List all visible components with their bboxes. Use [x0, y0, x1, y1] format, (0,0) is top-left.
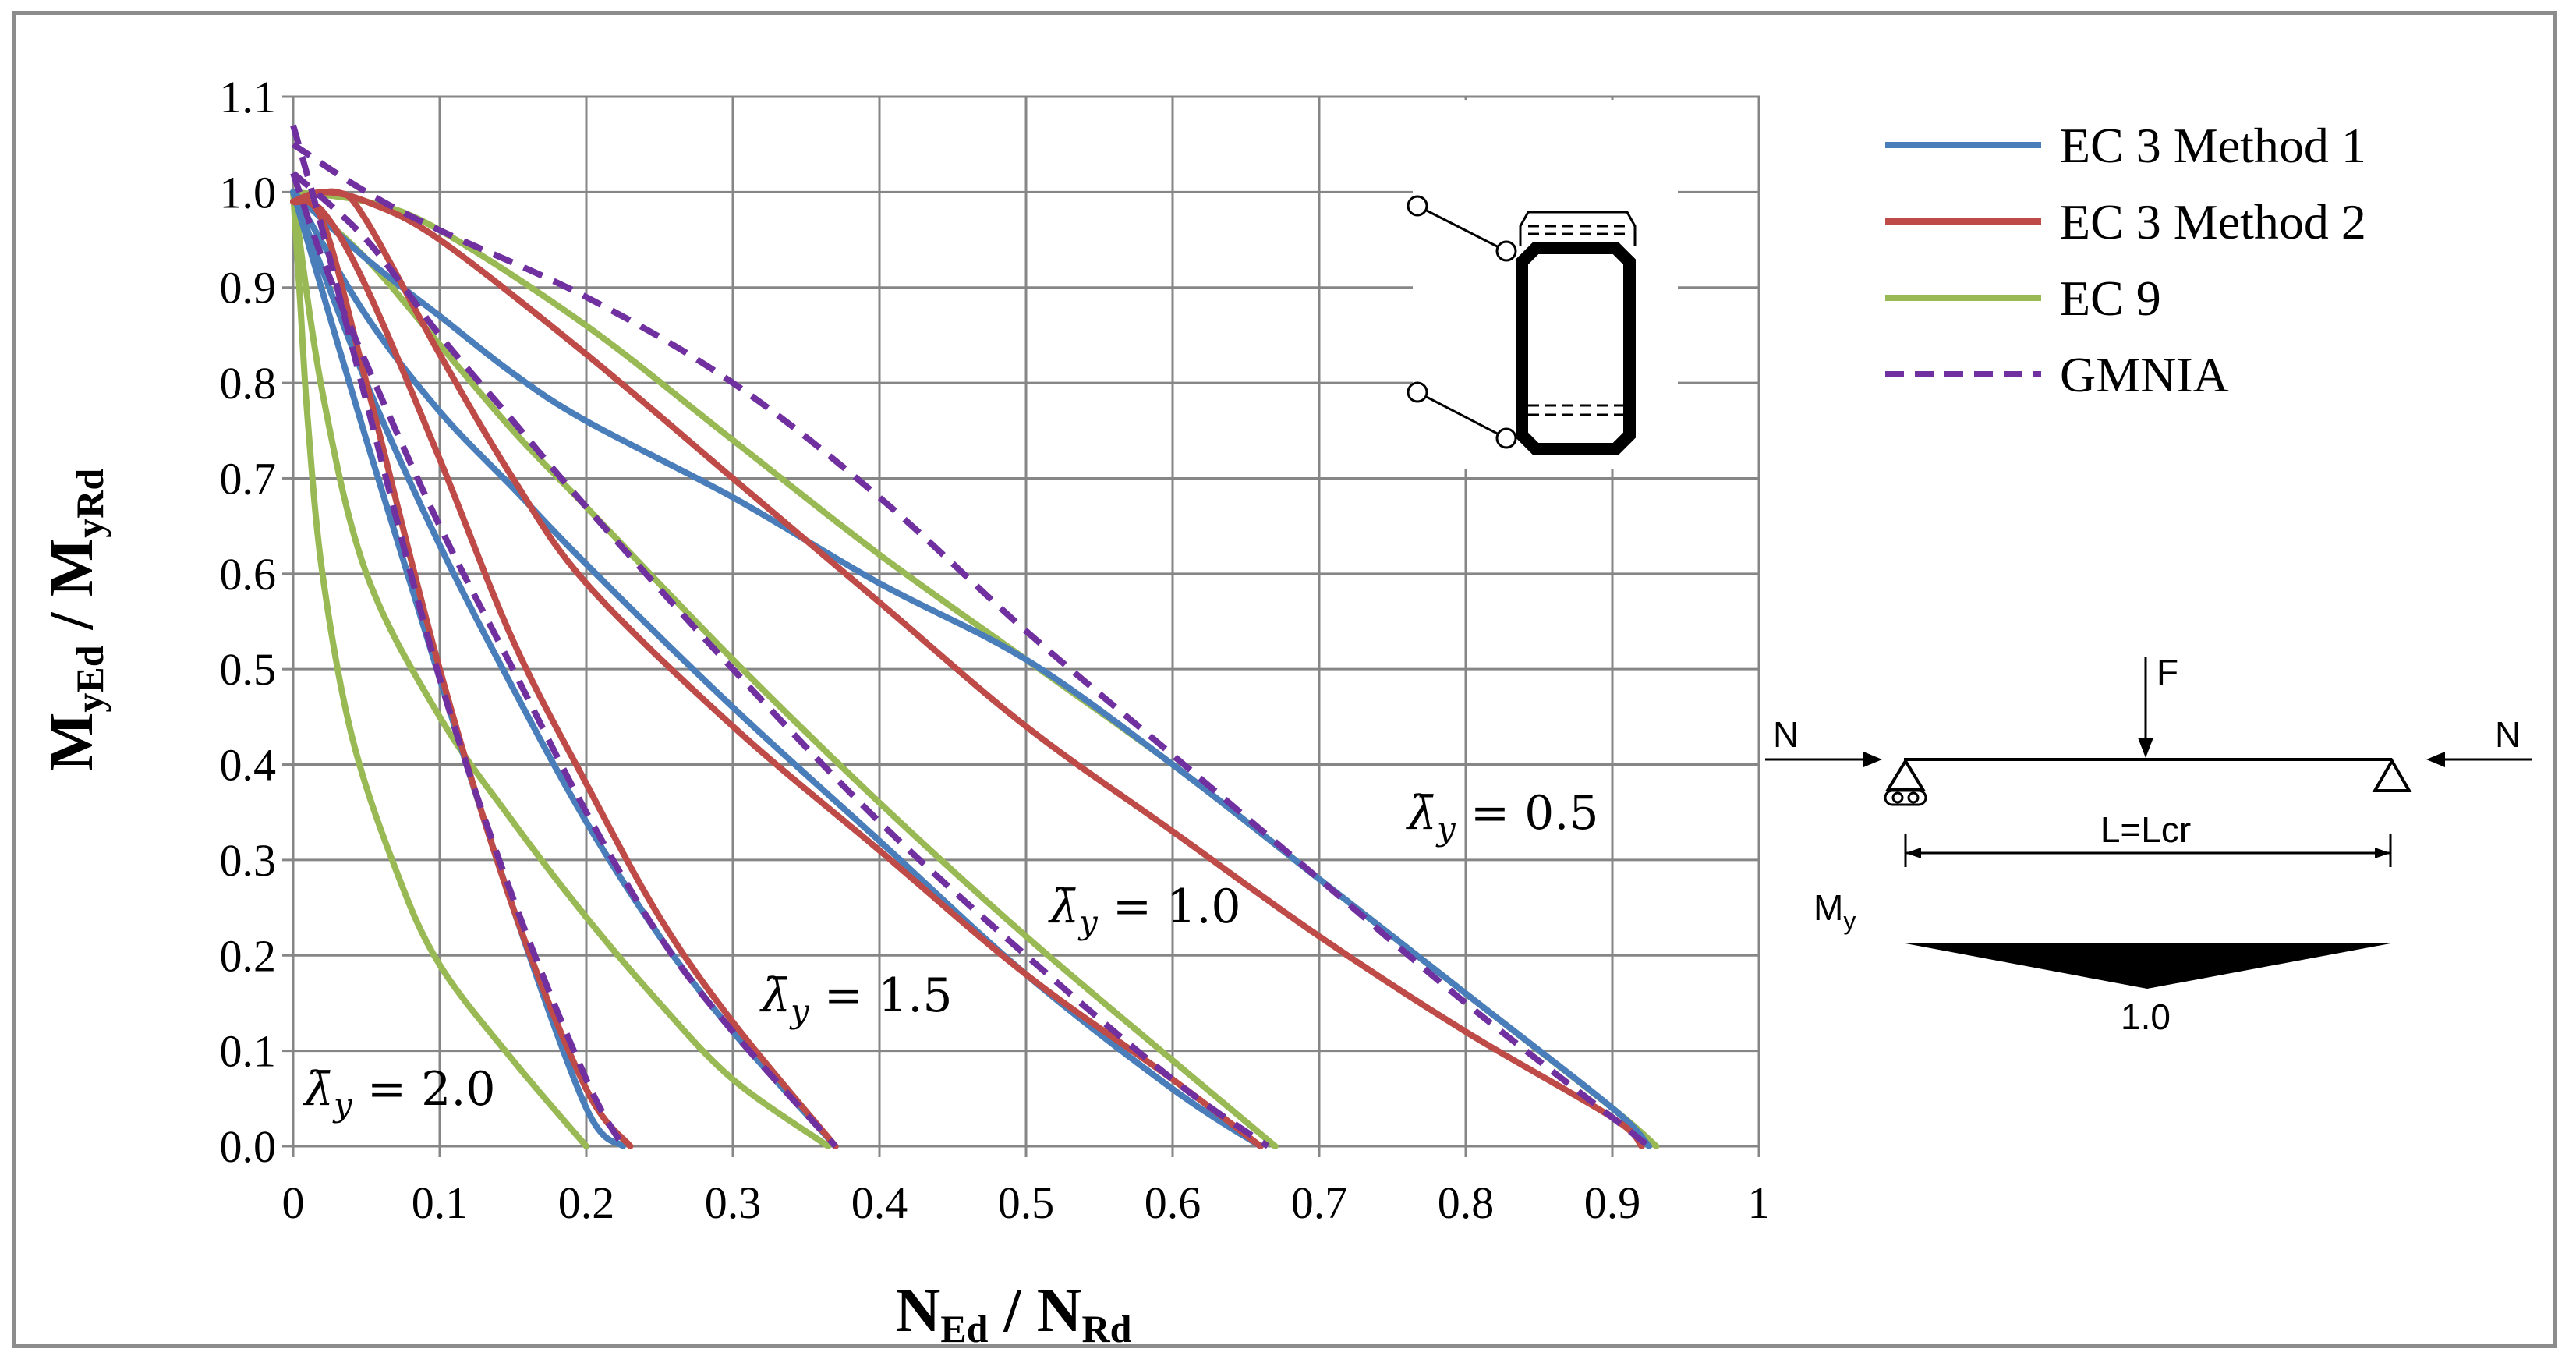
y-tick-label: 0.5 [220, 644, 277, 695]
right-axial-label: N [2495, 714, 2521, 755]
moment-diagram [1905, 943, 2390, 989]
legend-label-gmnia: GMNIA [2060, 347, 2229, 402]
y-tick-labels: 0.0 0.1 0.2 0.3 0.4 0.5 0.6 0.7 0.8 0.9 1.0 1.1 [220, 72, 277, 1172]
y-tick-label: 0.4 [220, 740, 277, 791]
x-tick-label: 0.6 [1145, 1177, 1201, 1228]
legend-label-ec3-method2: EC 3 Method 2 [2060, 194, 2366, 250]
series-line-gmnia-lambda-1-5 [290, 172, 838, 1149]
y-tick-label: 0.0 [220, 1121, 277, 1172]
point-load-label: F [2157, 652, 2178, 692]
roller-wheel-right [1907, 791, 1920, 804]
span-arrow-right [2375, 848, 2390, 858]
x-tick-label: 0.3 [705, 1177, 762, 1228]
x-tick-label: 0.8 [1438, 1177, 1495, 1228]
x-tick-label: 0.9 [1584, 1177, 1641, 1228]
series-line-ec-3-method-2-lambda-1-0 [290, 188, 1264, 1149]
y-tick-label: 0.7 [220, 453, 277, 504]
legend-label-ec9: EC 9 [2060, 271, 2161, 326]
series-line-gmnia-lambda-1-0 [291, 170, 1270, 1149]
x-tick-label: 0.2 [558, 1177, 615, 1228]
right-pin-support [2372, 758, 2412, 792]
slenderness-label-0.5: λ̄y = 0.5 [1406, 786, 1599, 848]
slenderness-label-2.0: λ̄y = 2.0 [303, 1062, 496, 1124]
y-axis-title: MyEd / MyRd [37, 469, 111, 772]
series-line-ec-3-method-2-lambda-1-5 [290, 198, 839, 1149]
beam-schematic: N N F L=Lcr My 1.0 [1765, 652, 2532, 1037]
series-line-ec-9-lambda-2-0 [290, 189, 589, 1149]
legend: EC 3 Method 1 EC 3 Method 2 EC 9 GMNIA [1885, 118, 2366, 402]
left-axial-arrowhead [1863, 752, 1882, 767]
series-line-gmnia-lambda-0-5 [291, 141, 1651, 1149]
y-tick-label: 1.1 [220, 72, 277, 122]
axes [282, 95, 1760, 1157]
legend-label-ec3-method1: EC 3 Method 1 [2060, 118, 2366, 173]
y-tick-label: 0.6 [220, 549, 277, 600]
series-line-ec-3-method-1-lambda-0-5 [290, 189, 1652, 1149]
y-tick-label: 0.8 [220, 358, 277, 409]
y-tick-label: 0.9 [220, 263, 277, 313]
x-axis-title: NEd / NRd [896, 1276, 1132, 1351]
span-label: L=Lcr [2100, 809, 2191, 850]
y-tick-label: 0.2 [220, 930, 277, 981]
moment-label: My [1813, 887, 1856, 935]
x-tick-label: 1 [1748, 1177, 1771, 1228]
y-tick-label: 0.1 [220, 1026, 277, 1077]
y-tick-label: 0.3 [220, 835, 277, 886]
moment-value: 1.0 [2121, 997, 2171, 1037]
series-line-ec-3-method-2-lambda-0-5 [290, 189, 1645, 1149]
figure-frame [12, 11, 2557, 1348]
span-arrow-left [1905, 848, 1921, 858]
series-line-ec-3-method-1-lambda-1-0 [290, 189, 1264, 1149]
slenderness-label-1.0: λ̄y = 1.0 [1048, 880, 1241, 941]
x-tick-label: 0.1 [412, 1177, 469, 1228]
x-tick-label: 0.5 [998, 1177, 1055, 1228]
slenderness-label-1.5: λ̄y = 1.5 [759, 968, 953, 1030]
plot-border [292, 95, 1760, 1148]
x-tick-labels: 0 0.1 0.2 0.3 0.4 0.5 0.6 0.7 0.8 0.9 1 [282, 1177, 1771, 1228]
x-tick-label: 0.4 [851, 1177, 908, 1228]
roller-base [1884, 789, 1927, 806]
left-axial-label: N [1773, 714, 1799, 755]
point-load-arrowhead [2138, 738, 2153, 758]
right-axial-arrowhead [2426, 752, 2445, 767]
series-lines [290, 124, 1660, 1149]
roller-wheel-left [1891, 791, 1904, 804]
series-line-gmnia-lambda-2-0 [290, 124, 626, 1148]
y-tick-label: 1.0 [220, 167, 277, 218]
series-line-ec-9-lambda-1-5 [290, 189, 832, 1149]
left-roller-support [1885, 758, 1926, 791]
x-tick-label: 0.7 [1291, 1177, 1348, 1228]
cross-section-icon [1407, 100, 1678, 469]
x-tick-label: 0 [282, 1177, 305, 1228]
